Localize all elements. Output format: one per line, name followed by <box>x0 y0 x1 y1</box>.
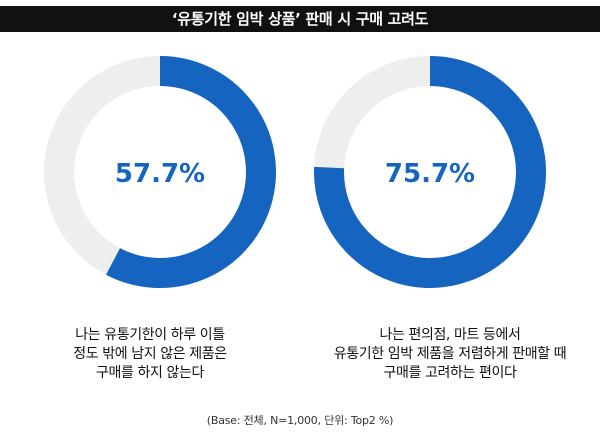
donut-svg-1: 57.7% <box>44 56 276 288</box>
caption-1-line-2: 정도 밖에 남지 않은 제품은 <box>73 346 227 362</box>
donut-value-arc-1 <box>106 56 276 288</box>
donut-svg-2: 75.7% <box>314 56 546 288</box>
caption-1-line-3: 구매를 하지 않는다 <box>96 365 204 381</box>
caption-1: 나는 유통기한이 하루 이틀 정도 밖에 남지 않은 제품은 구매를 하지 않는… <box>0 326 300 383</box>
donut-value-arc-2 <box>314 56 546 288</box>
chart-title: ‘유통기한 임박 상품’ 판매 시 구매 고려도 <box>0 6 600 32</box>
center-value-label-2: 75.7% <box>385 159 475 189</box>
footnote: (Base: 전체, N=1,000, 단위: Top2 %) <box>206 414 394 427</box>
caption-2: 나는 편의점, 마트 등에서 유통기한 임박 제품을 저렴하게 판매할 때 구매… <box>300 326 600 383</box>
caption-2-line-1: 나는 편의점, 마트 등에서 <box>379 327 521 343</box>
donut-chart-1: 57.7% <box>44 56 276 288</box>
center-value-label-1: 57.7% <box>115 159 205 189</box>
caption-2-line-3: 구매를 고려하는 편이다 <box>383 365 517 381</box>
chart-panel-1: 57.7% 나는 유통기한이 하루 이틀 정도 밖에 남지 않은 제품은 구매를… <box>0 56 300 396</box>
caption-2-line-2: 유통기한 임박 제품을 저렴하게 판매할 때 <box>333 346 567 362</box>
caption-1-line-1: 나는 유통기한이 하루 이틀 <box>75 327 225 343</box>
donut-chart-2: 75.7% <box>314 56 546 288</box>
chart-panel-2: 75.7% 나는 편의점, 마트 등에서 유통기한 임박 제품을 저렴하게 판매… <box>300 56 600 396</box>
